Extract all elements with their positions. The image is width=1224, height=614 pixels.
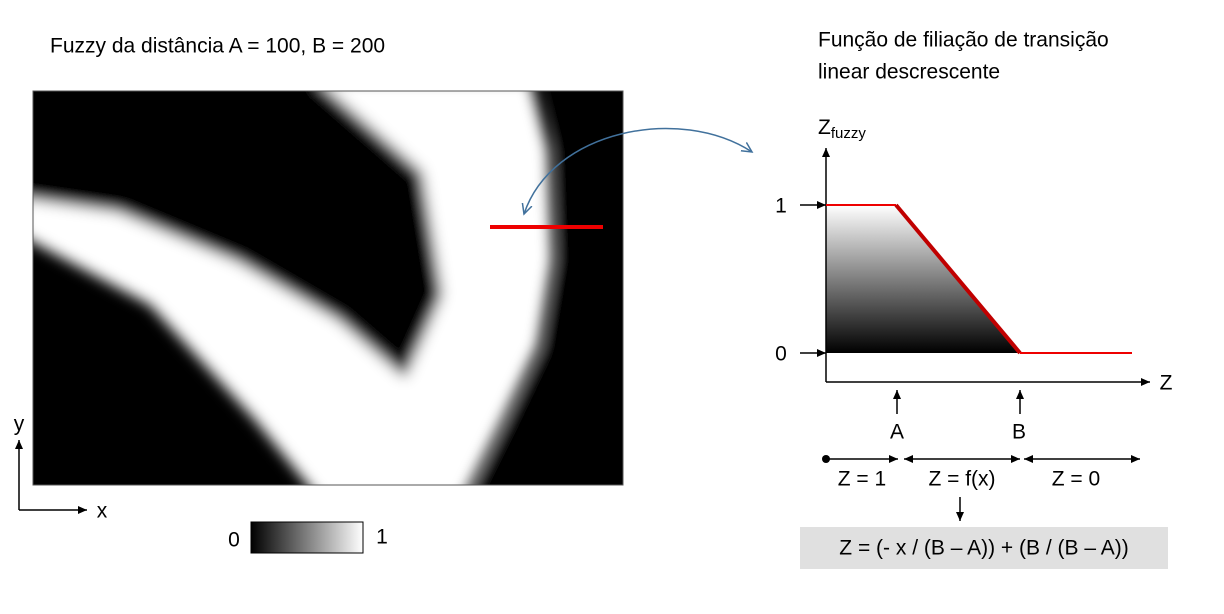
right-title-line: Função de filiação de transição [818,29,1109,52]
label-subscript: fuzzy [831,125,867,142]
image-frame [32,90,624,486]
fuzzy-area [826,205,1020,353]
colorbar-max: 1 [376,526,388,549]
chart-x-label: Z [1160,372,1173,395]
zone-label: Z = 1 [838,468,886,491]
label-main: Z [818,116,831,139]
colorbar-min: 0 [228,529,240,552]
fuzzy-image [33,91,623,485]
link-arrow [524,127,752,214]
marker-label: A [890,421,904,444]
chart-y-label: Zfuzzy [818,116,866,142]
axis-x-label: x [97,500,108,523]
axis-y-label: y [14,413,25,436]
left-title: Fuzzy da distância A = 100, B = 200 [50,35,385,58]
formula: Z = (- x / (B – A)) + (B / (B – A)) [839,537,1128,560]
marker-label: B [1012,421,1026,444]
tick-label: 1 [775,195,787,218]
zone-label: Z = f(x) [928,468,995,491]
tick-label: 0 [775,343,787,366]
membership-slope [894,203,1022,355]
formula-box [800,527,1168,569]
right-title-line: linear descrescente [818,61,1000,84]
colorbar [250,521,364,554]
zone-label: Z = 0 [1052,468,1100,491]
